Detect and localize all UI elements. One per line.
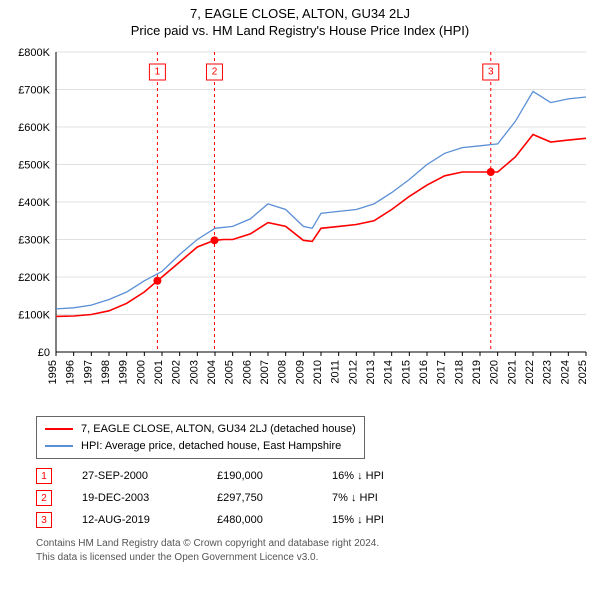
svg-text:2010: 2010 <box>312 360 324 384</box>
svg-text:2020: 2020 <box>489 360 501 384</box>
legend: 7, EAGLE CLOSE, ALTON, GU34 2LJ (detache… <box>36 416 365 459</box>
title-address: 7, EAGLE CLOSE, ALTON, GU34 2LJ <box>0 6 600 21</box>
legend-swatch <box>45 445 73 447</box>
legend-item-hpi: HPI: Average price, detached house, East… <box>45 438 356 455</box>
transaction-row: 1 27-SEP-2000 £190,000 16% ↓ HPI <box>36 465 600 487</box>
transaction-marker: 2 <box>36 490 52 506</box>
svg-text:2: 2 <box>212 67 218 78</box>
transaction-row: 2 19-DEC-2003 £297,750 7% ↓ HPI <box>36 487 600 509</box>
svg-text:3: 3 <box>488 67 494 78</box>
svg-text:2001: 2001 <box>153 360 165 384</box>
transaction-price: £480,000 <box>217 514 332 526</box>
svg-text:2014: 2014 <box>383 360 395 384</box>
footer: Contains HM Land Registry data © Crown c… <box>36 537 600 565</box>
svg-text:2000: 2000 <box>135 360 147 384</box>
svg-text:2017: 2017 <box>436 360 448 384</box>
svg-text:£800K: £800K <box>18 47 50 59</box>
svg-text:2008: 2008 <box>277 360 289 384</box>
svg-text:£600K: £600K <box>18 122 50 134</box>
svg-text:£700K: £700K <box>18 85 50 97</box>
svg-text:£400K: £400K <box>18 197 50 209</box>
svg-text:2023: 2023 <box>542 360 554 384</box>
svg-text:2018: 2018 <box>453 360 465 384</box>
svg-text:1997: 1997 <box>82 360 94 384</box>
transaction-date: 27-SEP-2000 <box>82 470 217 482</box>
title-area: 7, EAGLE CLOSE, ALTON, GU34 2LJ Price pa… <box>0 0 600 38</box>
svg-text:2013: 2013 <box>365 360 377 384</box>
svg-text:£200K: £200K <box>18 272 50 284</box>
svg-text:2016: 2016 <box>418 360 430 384</box>
svg-text:£100K: £100K <box>18 310 50 322</box>
svg-text:2022: 2022 <box>524 360 536 384</box>
svg-text:2007: 2007 <box>259 360 271 384</box>
transaction-marker: 1 <box>36 468 52 484</box>
svg-text:2005: 2005 <box>224 360 236 384</box>
transaction-delta: 16% ↓ HPI <box>332 470 452 482</box>
transaction-price: £190,000 <box>217 470 332 482</box>
svg-text:2012: 2012 <box>347 360 359 384</box>
transaction-marker: 3 <box>36 512 52 528</box>
svg-text:1: 1 <box>155 67 161 78</box>
svg-text:2021: 2021 <box>506 360 518 384</box>
svg-text:1995: 1995 <box>47 360 59 384</box>
svg-text:£0: £0 <box>38 347 50 359</box>
legend-label: HPI: Average price, detached house, East… <box>81 438 341 455</box>
title-subtitle: Price paid vs. HM Land Registry's House … <box>0 23 600 38</box>
svg-text:2019: 2019 <box>471 360 483 384</box>
svg-text:2011: 2011 <box>330 360 342 384</box>
transaction-date: 12-AUG-2019 <box>82 514 217 526</box>
svg-text:2025: 2025 <box>577 360 589 384</box>
svg-text:2006: 2006 <box>241 360 253 384</box>
footer-copyright: Contains HM Land Registry data © Crown c… <box>36 537 600 551</box>
chart-area: £0 £100K £200K £300K £400K £500K £600K £700K £80… <box>0 46 600 416</box>
svg-text:1999: 1999 <box>118 360 130 384</box>
svg-text:2024: 2024 <box>559 360 571 384</box>
svg-text:1998: 1998 <box>100 360 112 384</box>
svg-text:£500K: £500K <box>18 160 50 172</box>
footer-licence: This data is licensed under the Open Gov… <box>36 551 600 565</box>
transaction-price: £297,750 <box>217 492 332 504</box>
transaction-delta: 15% ↓ HPI <box>332 514 452 526</box>
chart-svg: £0 £100K £200K £300K £400K £500K £600K £700K £80… <box>0 46 600 416</box>
svg-text:2009: 2009 <box>294 360 306 384</box>
transaction-row: 3 12-AUG-2019 £480,000 15% ↓ HPI <box>36 509 600 531</box>
svg-text:2002: 2002 <box>171 360 183 384</box>
transactions-table: 1 27-SEP-2000 £190,000 16% ↓ HPI 2 19-DE… <box>36 465 600 531</box>
svg-text:£300K: £300K <box>18 235 50 247</box>
legend-label: 7, EAGLE CLOSE, ALTON, GU34 2LJ (detache… <box>81 421 356 438</box>
svg-text:2004: 2004 <box>206 360 218 384</box>
transaction-date: 19-DEC-2003 <box>82 492 217 504</box>
svg-text:1996: 1996 <box>65 360 77 384</box>
legend-item-price-paid: 7, EAGLE CLOSE, ALTON, GU34 2LJ (detache… <box>45 421 356 438</box>
legend-swatch <box>45 428 73 430</box>
chart-container: 7, EAGLE CLOSE, ALTON, GU34 2LJ Price pa… <box>0 0 600 590</box>
svg-text:2003: 2003 <box>188 360 200 384</box>
transaction-delta: 7% ↓ HPI <box>332 492 452 504</box>
svg-text:2015: 2015 <box>400 360 412 384</box>
